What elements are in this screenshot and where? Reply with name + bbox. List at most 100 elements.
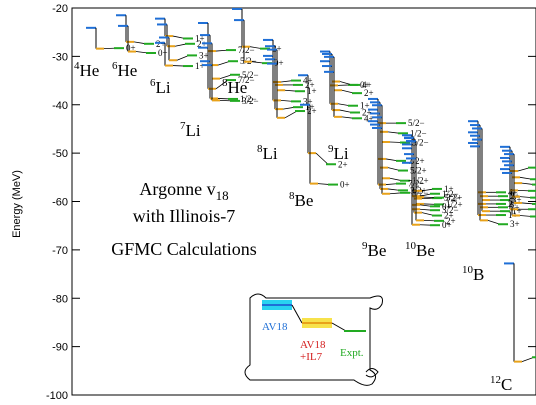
jp-label: 2+ [197, 39, 207, 49]
nucleus-label: 6He [112, 60, 137, 80]
nucleus-label: 10B [462, 264, 484, 284]
jp-label: 1+ [444, 184, 454, 194]
annotation-run: with Illinois-7 [133, 206, 236, 226]
legend-scroll-outline [244, 293, 383, 386]
connector-line [315, 152, 329, 165]
jp-label: 3/2− [242, 96, 259, 106]
jp-label: 4+ [364, 113, 374, 123]
nucleus-label: 8Be [289, 190, 313, 210]
nucleus-label: 9Be [362, 240, 386, 260]
nucleus-symbol: Li [334, 144, 349, 163]
jp-label: 1+ [512, 206, 522, 216]
y-tick-label: -100 [46, 390, 68, 402]
annotation-line-3: GFMC Calculations [111, 239, 257, 259]
jp-label: 1/2− [410, 128, 427, 138]
nucleus-8Be: 2+ 0+ [298, 74, 350, 190]
y-tick-label: -20 [52, 3, 68, 15]
jp-label: 0+ [274, 58, 284, 68]
jp-label: 2+ [446, 216, 456, 226]
annotation-run: 18 [216, 188, 229, 203]
jp-label: 0+ [126, 43, 136, 53]
nucleus-mass: 6 [112, 60, 118, 72]
jp-label: 3+ [510, 202, 520, 212]
y-tick-label: -50 [52, 148, 68, 160]
nucleus-10Be: 1/2−5/2−1/2+3/2−1+3,2+0+2+2+0+ [402, 134, 463, 230]
jp-label: 3,2+ [446, 193, 462, 203]
level-lines: 0+2+0+1+2+3+1+7/2−5/2−5/2−7/2−1/2−3/2−2+… [86, 7, 536, 363]
nucleus-symbol: B [473, 265, 484, 284]
nucleus-symbol: Be [295, 191, 314, 210]
jp-label: 0+ [158, 48, 168, 58]
jp-label: 0+ [360, 80, 370, 90]
legend-connector [291, 304, 303, 324]
nucleus-mass: 4 [74, 60, 80, 72]
nucleus-label: 12C [490, 374, 512, 394]
y-axis: -20 -30 -40 -50 -60 -70 -80 -90 -100 [46, 3, 536, 402]
connector-line [215, 79, 229, 90]
jp-label: 3+ [510, 219, 520, 229]
y-tick-label: -40 [52, 100, 68, 112]
annotation-run: Argonne v [139, 179, 215, 199]
y-tick-label: -60 [52, 197, 68, 209]
legend-il7-label-1: AV18 [300, 339, 326, 351]
nucleus-mass: 8 [289, 190, 295, 202]
nucleus-4He: 0+ [86, 26, 136, 53]
method-annotation: Argonne v18 with Illinois-7 GFMC Calculati… [111, 179, 257, 259]
nucleus-symbol: Be [416, 241, 435, 260]
nucleus-label: 8He [222, 77, 247, 97]
nucleus-12C: 3+4+2+3+2+1+1+3+0+ [500, 145, 536, 363]
y-tick-label: -70 [52, 245, 68, 257]
jp-label: 4+ [362, 80, 372, 90]
annotation-line-1: Argonne v18 [139, 179, 228, 203]
nucleus-label: 4He [74, 60, 99, 80]
connector-line [284, 110, 298, 119]
jp-label: 7/2− [238, 75, 255, 85]
nucleus-symbol: Li [156, 78, 171, 97]
jp-label: 5/2+ [410, 166, 427, 176]
nucleus-label: 7Li [180, 120, 201, 140]
nucleus-label: 9Li [328, 143, 349, 163]
nucleus-symbol: He [118, 61, 138, 80]
jp-label: 2+ [362, 107, 372, 117]
y-tick-label: -90 [52, 342, 68, 354]
jp-label: 0+ [442, 220, 452, 230]
y-tick-label: -80 [52, 293, 68, 305]
jp-label: 3+ [512, 195, 522, 205]
nucleus-symbol: He [228, 78, 248, 97]
legend-av18-label: AV18 [262, 321, 288, 333]
jp-label: 2+ [444, 211, 454, 221]
legend-il7-label-2: +IL7 [300, 351, 323, 363]
nucleus-mass: 10 [462, 264, 474, 276]
nucleus-9Be: 5/2−1/2−3/2−7/2+5/2+1/2+7/2−3/2+5/2− [368, 97, 429, 198]
annotation-line-2: with Illinois-7 [133, 206, 236, 226]
jp-label: 1+ [360, 101, 370, 111]
y-tick-label: -30 [52, 51, 68, 63]
jp-label: 2+ [307, 106, 317, 116]
annotation-run: GFMC Calculations [111, 239, 257, 259]
jp-label: 2+ [338, 159, 348, 169]
jp-label: 2+ [305, 80, 315, 90]
nucleus-mass: 8 [257, 143, 263, 155]
nucleus-label: 10Be [405, 240, 435, 260]
jp-label: 1+ [195, 33, 205, 43]
nucleus-mass: 8 [222, 77, 228, 89]
nucleus-mass: 6 [150, 77, 156, 89]
jp-label: 2+ [508, 199, 518, 209]
jp-label: 1/2+ [446, 199, 463, 209]
jp-label: 0+ [442, 201, 452, 211]
nucleus-symbol: Be [368, 241, 387, 260]
y-axis-title: Energy (MeV) [11, 170, 23, 238]
jp-label: 0+ [340, 180, 350, 190]
jp-label: 1+ [195, 61, 205, 71]
nucleus-label: 8Li [257, 143, 278, 163]
nucleus-label: 6Li [150, 77, 171, 97]
nucleus-mass: 12 [490, 374, 501, 386]
nucleus-6Li: 1+2+3+1+ [155, 17, 209, 71]
jp-label: 1/2− [240, 94, 257, 104]
nucleus-symbol: Li [186, 121, 201, 140]
nucleus-mass: 9 [328, 143, 334, 155]
